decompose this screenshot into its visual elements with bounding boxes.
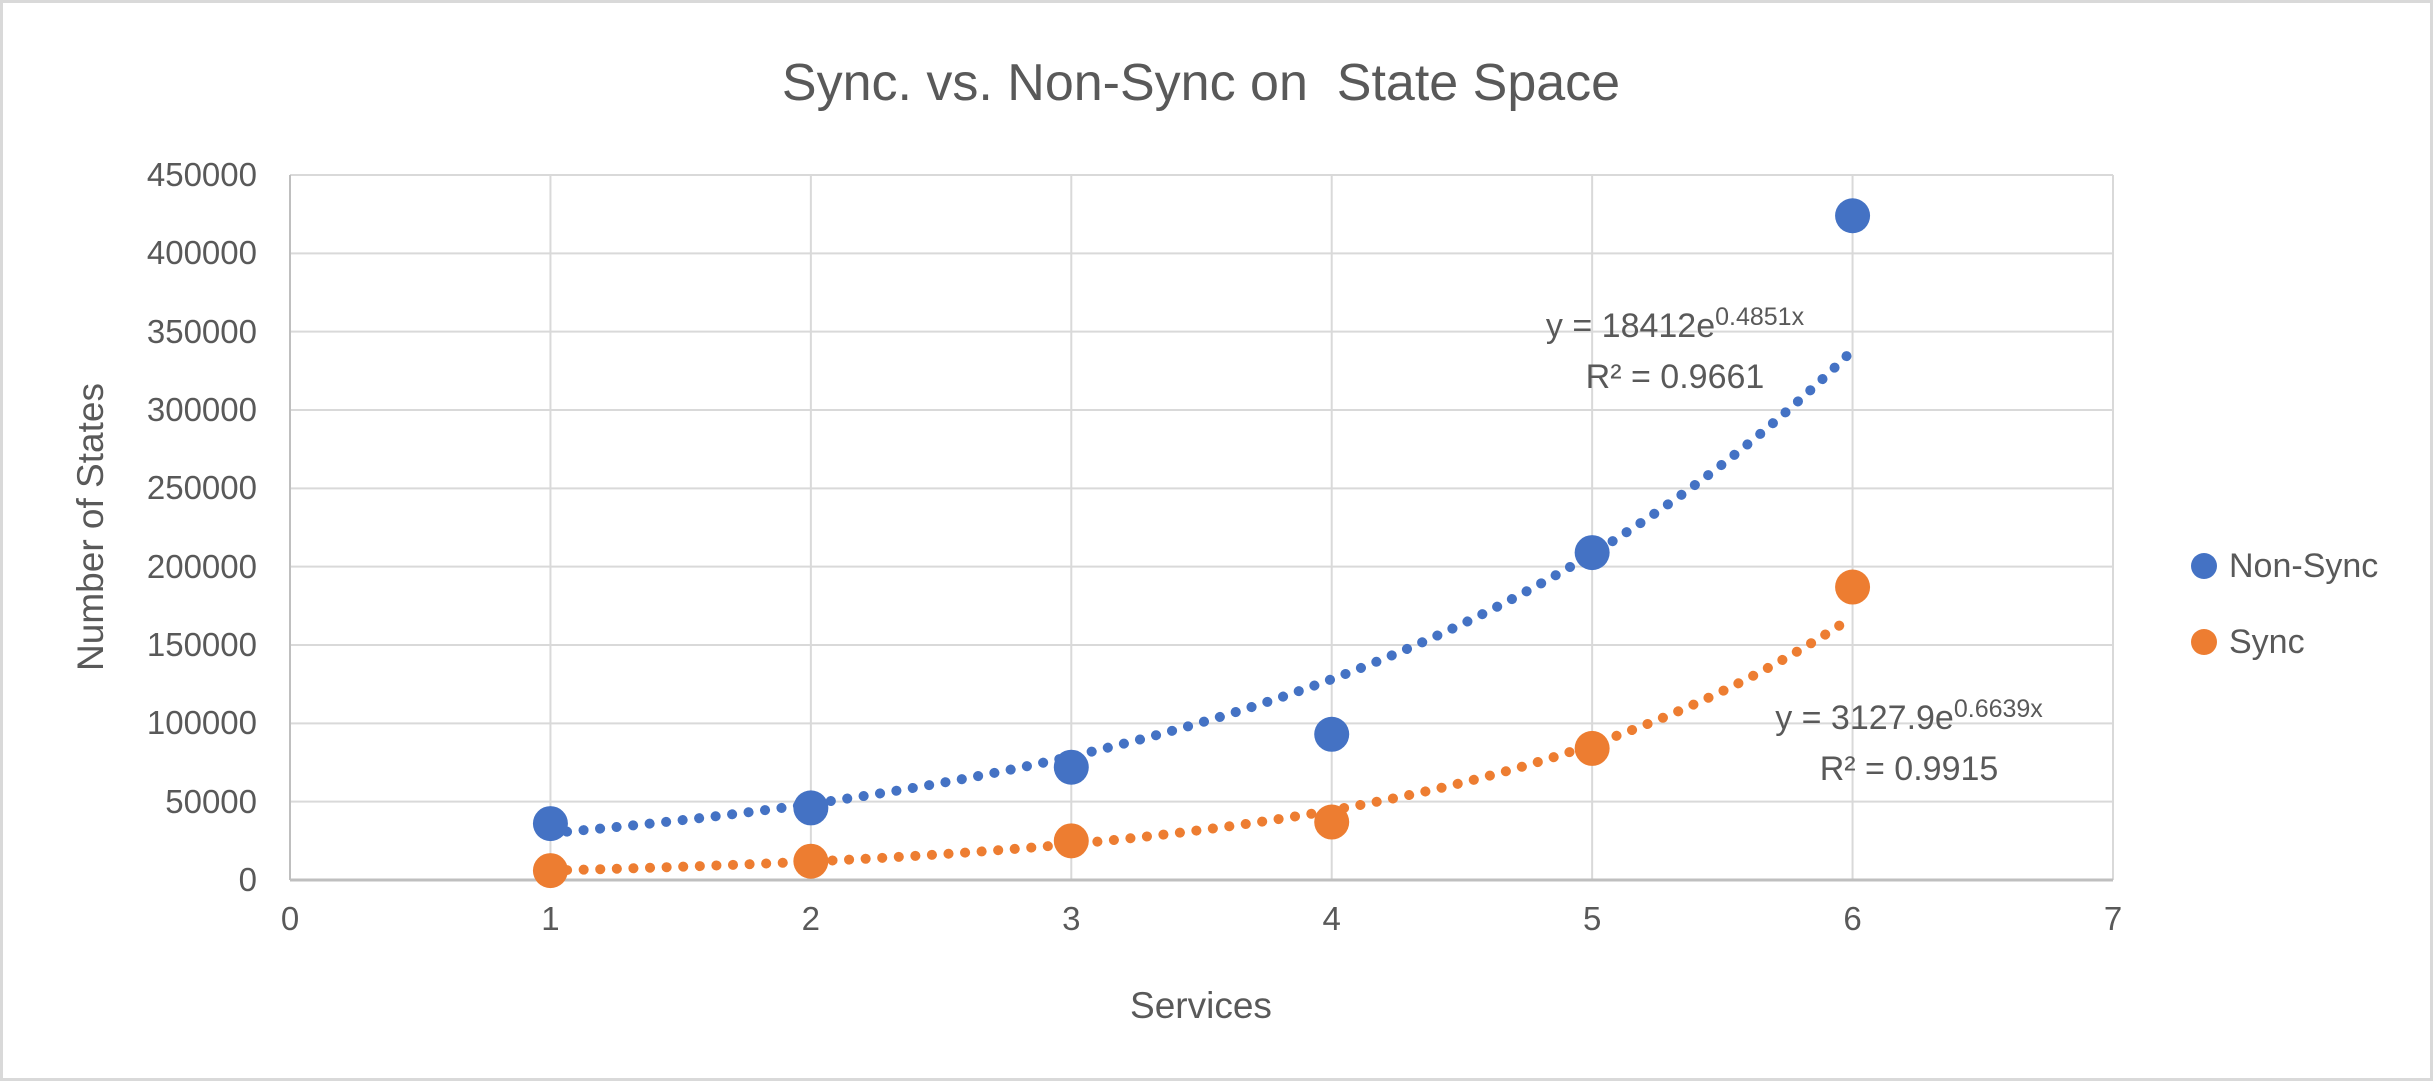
y-tick-label: 400000 [146,234,257,272]
y-tick-label: 100000 [146,704,257,742]
trendline-equation-nonsync: y = 18412e0.4851x R² = 0.9661 [1546,302,1804,401]
data-point-non-sync [1314,716,1350,752]
equation-exponent: 0.4851x [1715,303,1805,331]
legend-marker-sync-icon [2191,629,2217,655]
y-tick-label: 150000 [146,626,257,663]
plot-area [289,174,2114,889]
x-tick-label: 0 [280,900,300,937]
legend-item-sync: Sync [2191,617,2378,667]
y-tick-label: 200000 [146,547,257,585]
x-tick-label: 7 [2103,900,2123,937]
data-point-sync [532,853,568,889]
data-point-sync [1574,730,1610,766]
x-tick-label: 2 [801,900,821,937]
equation-line: y = 18412e0.4851x [1545,303,1805,345]
data-point-sync [1314,804,1350,840]
equation-exponent: 0.6639x [1953,695,2043,723]
data-point-non-sync [532,806,568,842]
x-tick-label: 3 [1062,900,1081,937]
x-axis-title: Services [1130,985,1272,1026]
r-squared: R² = 0.9661 [1585,358,1765,396]
x-tick-label: 5 [1582,900,1602,937]
trendline-equation-sync: y = 3127.9e0.6639x R² = 0.9915 [1775,694,2043,793]
x-tick-label: 4 [1322,900,1341,937]
y-tick-label: 300000 [146,391,257,428]
y-tick-label: 50000 [165,782,257,820]
x-tick-label: 1 [541,900,560,937]
y-tick-label: 250000 [146,469,257,507]
x-tick-label: 6 [1843,900,1862,937]
y-tick-label: 450000 [146,156,257,193]
legend-item-nonsync: Non-Sync [2191,541,2378,591]
legend-label: Non-Sync [2229,546,2379,585]
r-squared: R² = 0.9915 [1819,750,1999,788]
data-point-sync [1053,823,1089,859]
legend-marker-nonsync-icon [2191,553,2217,579]
legend: Non-Sync Sync [2191,541,2378,693]
data-point-non-sync [1574,535,1610,571]
data-point-non-sync [793,790,829,826]
data-point-sync [793,843,829,879]
trendline-sync [545,611,1858,876]
y-tick-label: 350000 [146,312,257,350]
equation-line: y = 3127.9e0.6639x [1775,695,2043,737]
trendline-non-sync [545,345,1858,839]
data-point-non-sync [1835,198,1871,234]
y-tick-label: 0 [238,861,257,898]
data-point-non-sync [1053,749,1089,785]
legend-label: Sync [2229,622,2305,661]
data-point-sync [1835,569,1871,605]
chart-title: Sync. vs. Non-Sync on State Space [781,54,1621,112]
